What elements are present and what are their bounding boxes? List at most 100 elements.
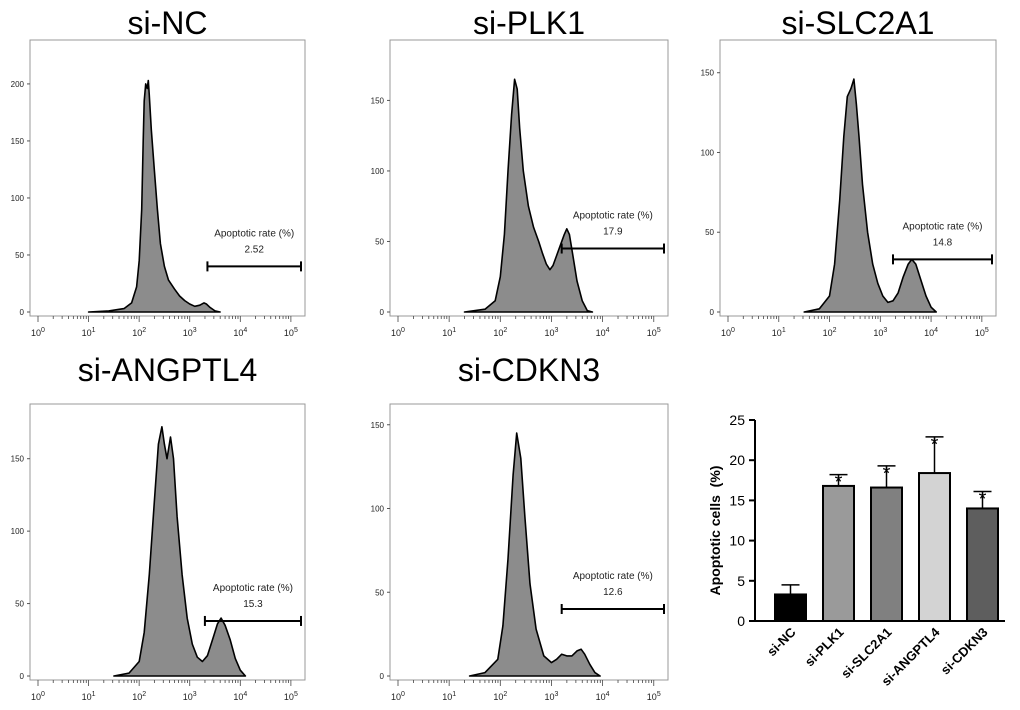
histogram-title: si-PLK1 bbox=[472, 5, 586, 41]
y-tick-label: 20 bbox=[729, 452, 745, 468]
y-axis-label: Apoptotic cells (%) bbox=[707, 466, 723, 596]
histogram-panel-2: 0 50 100 150 100 101 102 103 104 105 Apoptotic rat… bbox=[371, 39, 669, 338]
gate-value: 14.8 bbox=[933, 237, 953, 248]
x-tick-label: 105 bbox=[647, 691, 661, 702]
gate-label: Apoptotic rate (%) bbox=[213, 583, 293, 594]
histogram-curve bbox=[113, 426, 247, 677]
x-tick-label: 102 bbox=[132, 691, 146, 702]
histogram-curve bbox=[463, 78, 594, 313]
gate-label: Apoptotic rate (%) bbox=[902, 221, 982, 232]
x-tick-label: 102 bbox=[823, 327, 837, 338]
y-tick-label: 200 bbox=[11, 80, 25, 89]
y-tick-label: 0 bbox=[737, 613, 745, 629]
histogram-title: si-SLC2A1 bbox=[781, 5, 935, 41]
y-tick-label: 100 bbox=[371, 505, 385, 514]
plot-frame bbox=[29, 403, 306, 681]
category-label: si-NC bbox=[764, 624, 799, 659]
gate-value: 2.52 bbox=[244, 244, 264, 255]
gate-value: 17.9 bbox=[603, 227, 623, 238]
x-tick-label: 104 bbox=[596, 327, 610, 338]
x-tick-label: 101 bbox=[442, 327, 456, 338]
y-tick-label: 100 bbox=[701, 148, 715, 157]
bar-si-NC bbox=[774, 593, 807, 623]
x-tick-label: 102 bbox=[132, 327, 146, 338]
x-tick-label: 104 bbox=[596, 691, 610, 702]
y-tick-label: 100 bbox=[11, 527, 25, 536]
y-tick-label: 100 bbox=[11, 194, 25, 203]
x-tick-label: 103 bbox=[873, 327, 887, 338]
histogram-curve bbox=[468, 432, 601, 677]
histogram-title: si-ANGPTL4 bbox=[77, 352, 258, 388]
y-tick-label: 0 bbox=[380, 308, 385, 317]
y-tick-label: 50 bbox=[375, 237, 384, 246]
y-tick-label: 150 bbox=[371, 421, 385, 430]
y-tick-label: 0 bbox=[710, 308, 715, 317]
y-tick-label: 150 bbox=[11, 455, 25, 464]
x-tick-label: 105 bbox=[284, 691, 298, 702]
y-tick-label: 25 bbox=[729, 412, 745, 428]
x-tick-label: 101 bbox=[82, 691, 96, 702]
y-tick-label: 100 bbox=[371, 167, 385, 176]
bar-si-SLC2A1 bbox=[870, 486, 903, 623]
x-tick-label: 103 bbox=[545, 691, 559, 702]
x-tick-label: 104 bbox=[924, 327, 938, 338]
plot-frame bbox=[389, 39, 669, 317]
histogram-curve bbox=[803, 78, 937, 313]
y-tick-label: 50 bbox=[705, 228, 714, 237]
significance-marker: * bbox=[883, 463, 891, 485]
x-tick-label: 105 bbox=[975, 327, 989, 338]
histogram-panel-5: 0 50 100 150 100 101 102 103 104 105 Apoptotic rat… bbox=[371, 403, 669, 702]
gate-label: Apoptotic rate (%) bbox=[214, 228, 294, 239]
bar-si-CDKN3 bbox=[966, 507, 999, 622]
y-tick-label: 5 bbox=[737, 573, 745, 589]
histogram-title: si-CDKN3 bbox=[457, 352, 601, 388]
x-tick-label: 101 bbox=[442, 691, 456, 702]
y-tick-label: 0 bbox=[380, 672, 385, 681]
x-tick-label: 103 bbox=[545, 327, 559, 338]
y-tick-label: 150 bbox=[11, 137, 25, 146]
x-tick-label: 100 bbox=[31, 327, 45, 338]
category-label: si-PLK1 bbox=[802, 625, 847, 670]
plot-frame bbox=[29, 39, 306, 317]
y-tick-label: 0 bbox=[20, 308, 25, 317]
x-tick-label: 104 bbox=[233, 327, 247, 338]
y-tick-label: 15 bbox=[729, 492, 745, 508]
x-tick-label: 104 bbox=[233, 691, 247, 702]
histogram-panel-3: 0 50 100 150 100 101 102 103 104 105 Apoptotic rat… bbox=[701, 39, 997, 338]
histogram-panel-1: 0 50 100 150 200 100 101 102 103 104 105 Apoptotic … bbox=[11, 39, 306, 338]
x-tick-label: 103 bbox=[183, 327, 197, 338]
bar-chart: 0 5 10 15 20 25 Apoptotic cells (%) si-NC * si-PL… bbox=[707, 412, 1005, 689]
x-tick-label: 100 bbox=[31, 691, 45, 702]
x-tick-label: 101 bbox=[82, 327, 96, 338]
gate-value: 12.6 bbox=[603, 587, 623, 598]
x-tick-label: 102 bbox=[493, 691, 507, 702]
y-tick-label: 150 bbox=[371, 96, 385, 105]
gate-value: 15.3 bbox=[243, 599, 263, 610]
x-tick-label: 100 bbox=[391, 691, 405, 702]
histogram-curve bbox=[87, 79, 221, 313]
y-tick-label: 50 bbox=[15, 600, 24, 609]
gate-label: Apoptotic rate (%) bbox=[573, 211, 653, 222]
gate-label: Apoptotic rate (%) bbox=[573, 571, 653, 582]
y-tick-label: 10 bbox=[729, 533, 745, 549]
category-label: si-CDKN3 bbox=[938, 625, 991, 678]
x-tick-label: 105 bbox=[647, 327, 661, 338]
x-tick-label: 100 bbox=[721, 327, 735, 338]
bar-si-ANGPTL4 bbox=[918, 472, 951, 622]
bar-si-PLK1 bbox=[822, 484, 855, 623]
x-tick-label: 105 bbox=[284, 327, 298, 338]
histogram-panel-4: 0 50 100 150 100 101 102 103 104 105 Apoptotic rat… bbox=[11, 403, 306, 702]
x-tick-label: 102 bbox=[493, 327, 507, 338]
y-tick-label: 50 bbox=[15, 251, 24, 260]
significance-marker: * bbox=[835, 472, 843, 494]
plot-frame bbox=[719, 39, 997, 317]
y-tick-label: 50 bbox=[375, 588, 384, 597]
x-tick-label: 101 bbox=[772, 327, 786, 338]
x-tick-label: 103 bbox=[183, 691, 197, 702]
y-tick-label: 150 bbox=[701, 69, 715, 78]
x-tick-label: 100 bbox=[391, 327, 405, 338]
histogram-title: si-NC bbox=[127, 5, 208, 41]
significance-marker: * bbox=[979, 489, 987, 511]
y-tick-label: 0 bbox=[20, 672, 25, 681]
